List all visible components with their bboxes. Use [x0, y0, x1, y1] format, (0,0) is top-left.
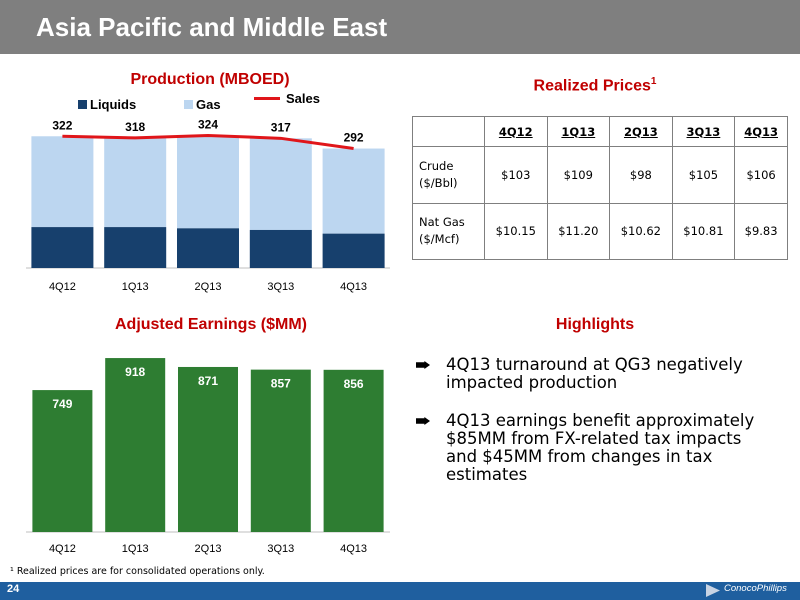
highlights-heading: Highlights [555, 316, 635, 333]
column-header: 4Q12 [484, 116, 548, 147]
legend-sales: Sales [254, 91, 320, 106]
highlight-text: 4Q13 turnaround at QG3 negatively impact… [446, 355, 743, 392]
data-label: 317 [271, 120, 291, 134]
table-cell: $10.62 [609, 202, 673, 260]
liquids-bar [31, 227, 94, 268]
table-cell: $10.15 [484, 202, 548, 260]
prices-heading-footnote-mark: 1 [650, 76, 657, 87]
footer-bar [0, 582, 800, 600]
table-cell: $106 [734, 146, 788, 204]
row-label-line2: ($/Bbl) [419, 175, 458, 190]
prices-heading: Realized Prices1 [440, 76, 750, 95]
table-header-row: 4Q12 1Q13 2Q13 3Q13 4Q13 [412, 116, 788, 147]
gas-bar [249, 138, 312, 230]
title-bar [0, 0, 800, 54]
table-cell: $11.20 [546, 202, 611, 260]
highlights-list: 4Q13 turnaround at QG3 negatively impact… [416, 356, 776, 504]
column-header: 1Q13 [546, 116, 611, 147]
x-tick-label: 4Q13 [340, 281, 367, 293]
production-legend: Liquids Gas Sales [78, 91, 378, 115]
earnings-bar [323, 369, 384, 532]
liquids-bar [177, 228, 239, 268]
x-tick-label: 3Q13 [267, 543, 294, 555]
earnings-heading: Adjusted Earnings ($MM) [114, 316, 307, 333]
table-row-nat-gas: Nat Gas ($/Mcf) $10.15 $11.20 $10.62 $10… [412, 202, 788, 260]
earnings-bar [32, 390, 93, 532]
liquids-bar [104, 227, 167, 268]
list-item: 4Q13 earnings benefit approximately $85M… [416, 412, 776, 484]
footnote: ¹ Realized prices are for consolidated o… [10, 566, 265, 577]
row-label: Crude ($/Bbl) [412, 146, 485, 204]
arrow-bullet-icon [416, 417, 430, 425]
liquids-swatch [78, 100, 87, 109]
x-tick-label: 2Q13 [195, 281, 222, 293]
x-tick-label: 2Q13 [195, 543, 222, 555]
data-label: 292 [344, 131, 364, 145]
page-title: Asia Pacific and Middle East [36, 12, 388, 42]
realized-prices-table: 4Q12 1Q13 2Q13 3Q13 4Q13 Crude ($/Bbl) $… [412, 116, 788, 260]
x-tick-label: 1Q13 [122, 543, 149, 555]
x-tick-label: 4Q12 [49, 543, 76, 555]
x-tick-label: 4Q13 [340, 543, 367, 555]
x-tick-label: 1Q13 [122, 281, 149, 293]
legend-gas: Gas [184, 97, 221, 112]
column-header: 3Q13 [671, 116, 736, 147]
column-header: 2Q13 [609, 116, 673, 147]
list-item: 4Q13 turnaround at QG3 negatively impact… [416, 356, 776, 392]
gas-bar [177, 135, 239, 229]
prices-heading-text: Realized Prices [533, 77, 651, 95]
liquids-bar [322, 233, 385, 268]
row-label: Nat Gas ($/Mcf) [412, 202, 485, 260]
earnings-bar [105, 358, 166, 532]
arrow-bullet-icon [416, 361, 430, 369]
earnings-chart: 749 4Q12 918 1Q13 871 2Q13 857 3Q13 856 4Q13 [26, 358, 390, 555]
table-cell: $98 [609, 146, 673, 204]
gas-bar [31, 136, 94, 228]
sales-line [62, 133, 354, 151]
production-heading: Production (MBOED) [130, 71, 290, 88]
row-label-line2: ($/Mcf) [419, 232, 460, 247]
data-label: 918 [125, 365, 145, 379]
sales-swatch [254, 97, 280, 100]
earnings-bar [250, 369, 311, 532]
data-label: 856 [344, 377, 364, 391]
legend-liquids: Liquids [78, 97, 136, 112]
legend-liquids-label: Liquids [90, 97, 137, 112]
table-cell: $9.83 [734, 202, 788, 260]
x-tick-label: 3Q13 [267, 281, 294, 293]
gas-bar [322, 148, 385, 234]
table-cell: $109 [546, 146, 611, 204]
data-label: 871 [198, 374, 218, 388]
table-row-crude: Crude ($/Bbl) $103 $109 $98 $105 $106 [412, 146, 788, 204]
table-cell: $103 [484, 146, 548, 204]
page-number: 24 [7, 583, 20, 595]
column-header: 4Q13 [734, 116, 788, 147]
data-label: 749 [52, 397, 72, 411]
legend-gas-label: Gas [196, 97, 221, 112]
legend-sales-label: Sales [286, 91, 320, 106]
data-label: 324 [198, 117, 218, 131]
highlight-text: 4Q13 earnings benefit approximately $85M… [446, 411, 755, 484]
table-cell: $105 [671, 146, 736, 204]
row-label-line1: Crude [419, 158, 454, 173]
table-corner-cell [412, 116, 485, 147]
gas-swatch [184, 100, 193, 109]
data-label: 857 [271, 377, 291, 391]
data-label: 322 [52, 118, 72, 132]
table-cell: $10.81 [671, 202, 736, 260]
liquids-bar [249, 229, 312, 268]
row-label-line1: Nat Gas [419, 215, 465, 230]
x-tick-label: 4Q12 [49, 281, 76, 293]
gas-bar [104, 137, 167, 228]
earnings-bar [178, 366, 238, 532]
data-label: 318 [125, 120, 145, 134]
production-chart: 4Q12 322 1Q13 318 2Q13 324 3Q13 317 4Q13 292 [26, 117, 390, 293]
company-logo: ConocoPhillips [724, 583, 787, 594]
